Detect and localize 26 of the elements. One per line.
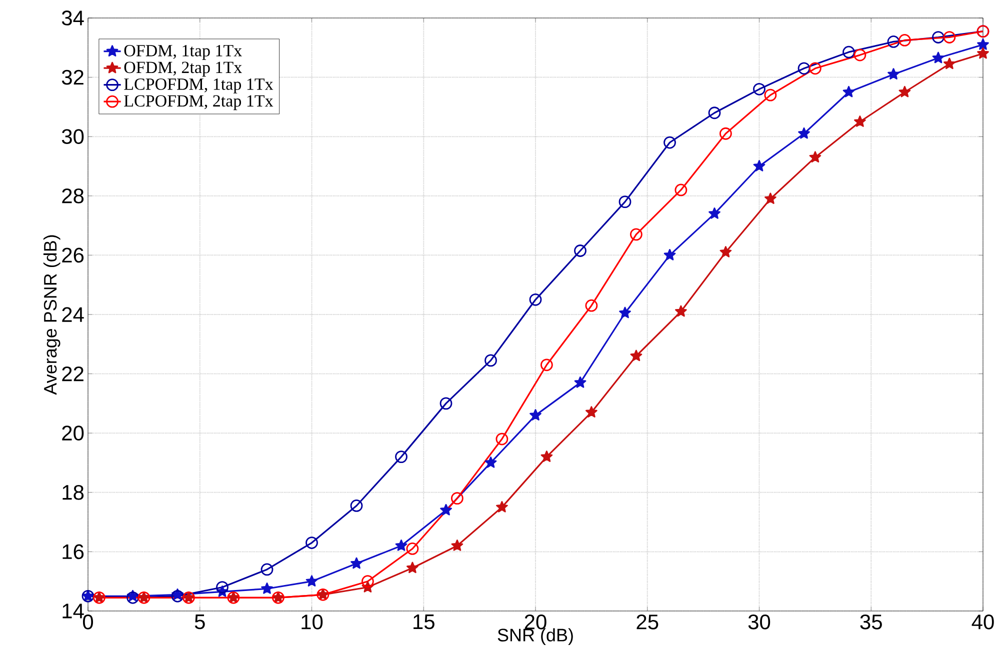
x-tick-label: 10 [302, 614, 323, 630]
legend-label: OFDM, 2tap 1Tx [124, 62, 242, 77]
y-tick-label: 30 [62, 129, 84, 144]
legend-label: LCPOFDM, 2tap 1Tx [124, 95, 274, 110]
x-tick-label: 20 [524, 614, 546, 630]
x-axis-title: SNR (dB) [498, 628, 573, 646]
y-tick-label: 26 [62, 248, 84, 263]
y-tick-label: 24 [62, 307, 84, 322]
x-tick-label: 30 [748, 614, 770, 630]
y-axis-title: Average PSNR (dB) [43, 235, 60, 395]
y-tick-label: 28 [62, 188, 84, 204]
y-tick-label: 16 [62, 544, 84, 560]
legend-label: OFDM, 1tap 1Tx [124, 44, 242, 60]
x-tick-label: 35 [860, 614, 882, 630]
y-tick-label: 34 [62, 10, 84, 26]
x-tick-label: 0 [82, 614, 94, 630]
y-tick-label: 22 [62, 366, 84, 382]
x-tick-label: 15 [414, 614, 434, 630]
x-tick-label: 40 [972, 614, 994, 630]
y-tick-label: 18 [62, 484, 84, 500]
y-tick-label: 32 [62, 70, 84, 85]
x-tick-label: 25 [636, 614, 658, 630]
x-tick-label: 5 [194, 614, 205, 630]
y-tick-label: 20 [62, 426, 84, 441]
y-tick-label: 14 [62, 604, 84, 618]
legend-label: LCPOFDM, 1tap 1Tx [124, 78, 274, 94]
